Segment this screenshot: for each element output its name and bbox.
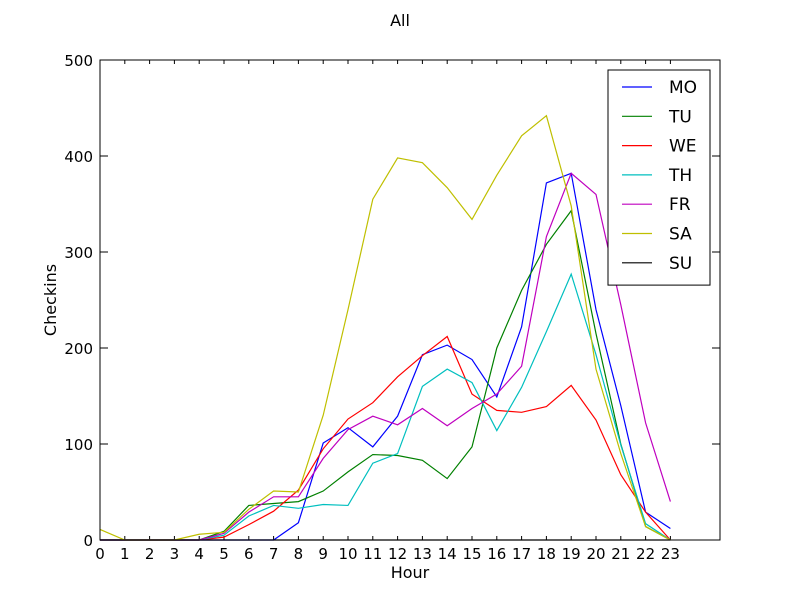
x-tick-label: 10 bbox=[338, 545, 357, 563]
x-tick-label: 5 bbox=[219, 545, 229, 563]
x-tick-label: 17 bbox=[512, 545, 531, 563]
x-tick-label: 8 bbox=[294, 545, 304, 563]
series-line-th bbox=[100, 272, 671, 541]
y-tick-label: 100 bbox=[64, 436, 93, 454]
x-tick-label: 16 bbox=[487, 545, 506, 563]
y-tick-label: 500 bbox=[64, 52, 93, 70]
x-tick-label: 0 bbox=[95, 545, 105, 563]
x-tick-label: 6 bbox=[244, 545, 254, 563]
x-tick-label: 7 bbox=[269, 545, 279, 563]
x-tick-label: 13 bbox=[413, 545, 432, 563]
x-tick-label: 14 bbox=[438, 545, 457, 563]
series-line-mo bbox=[100, 172, 671, 541]
legend-box bbox=[607, 69, 711, 286]
x-tick-label: 1 bbox=[120, 545, 130, 563]
x-axis-label: Hour bbox=[391, 563, 430, 582]
series-line-tu bbox=[100, 209, 671, 541]
plot-frame bbox=[99, 59, 721, 541]
x-tick-label: 12 bbox=[388, 545, 407, 563]
y-tick-label: 300 bbox=[64, 244, 93, 262]
legend-label: SA bbox=[669, 225, 692, 245]
series-line-fr bbox=[100, 172, 671, 541]
x-tick-label: 3 bbox=[170, 545, 180, 563]
legend-label: SU bbox=[669, 254, 692, 274]
legend-label: TH bbox=[668, 166, 692, 186]
y-tick-label: 0 bbox=[83, 532, 93, 550]
x-tick-label: 22 bbox=[636, 545, 655, 563]
x-tick-label: 4 bbox=[194, 545, 204, 563]
x-tick-label: 20 bbox=[586, 545, 605, 563]
y-axis-label: Checkins bbox=[41, 264, 60, 336]
x-tick-label: 11 bbox=[363, 545, 382, 563]
x-tick-label: 21 bbox=[611, 545, 630, 563]
y-tick-label: 200 bbox=[64, 340, 93, 358]
legend-label: TU bbox=[668, 107, 692, 127]
x-tick-label: 23 bbox=[661, 545, 680, 563]
legend-label: WE bbox=[669, 137, 697, 157]
x-tick-label: 2 bbox=[145, 545, 155, 563]
series-line-we bbox=[100, 335, 671, 541]
legend: MO TU WE TH FR SA SU bbox=[607, 69, 711, 286]
x-tick-label: 9 bbox=[318, 545, 328, 563]
y-tick-label: 400 bbox=[64, 148, 93, 166]
x-tick-label: 19 bbox=[562, 545, 581, 563]
series-line-sa bbox=[99, 114, 671, 541]
legend-label: FR bbox=[669, 195, 691, 215]
x-tick-label: 18 bbox=[537, 545, 556, 563]
legend-label: MO bbox=[669, 78, 697, 98]
x-tick-label: 15 bbox=[462, 545, 481, 563]
chart-title: All bbox=[390, 11, 410, 30]
